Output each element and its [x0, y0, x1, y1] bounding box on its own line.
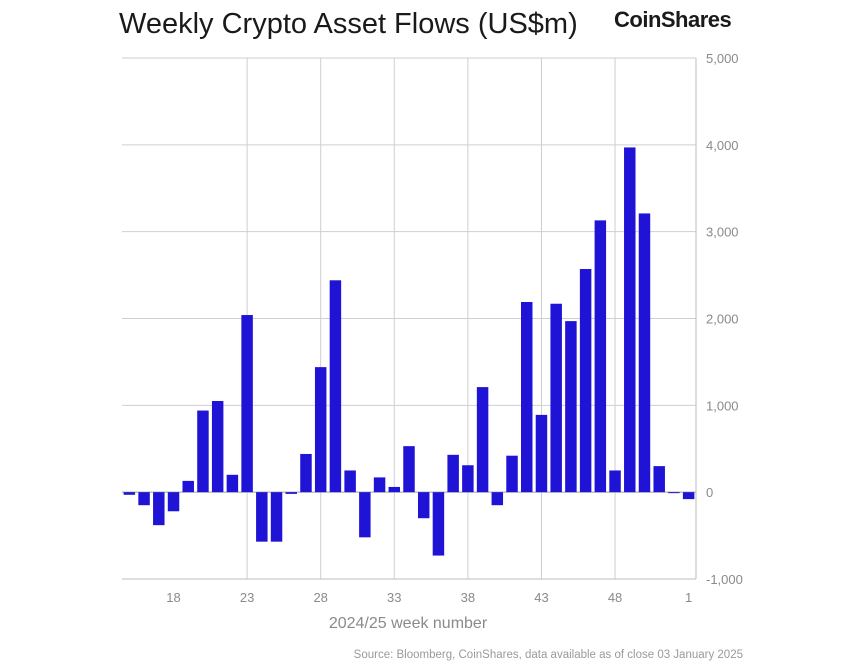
bar-week-15: [123, 492, 136, 495]
bar-week-50: [638, 213, 651, 493]
bar-week-16: [138, 492, 150, 506]
brand-logo: CoinShares: [614, 7, 732, 32]
x-tick-label: 38: [461, 590, 475, 605]
bar-week-24: [256, 492, 268, 542]
y-tick-label: 3,000: [706, 225, 739, 240]
bar-week-44: [550, 303, 562, 493]
bar-week-49: [624, 147, 636, 493]
y-tick-label: 1,000: [706, 398, 739, 413]
bar-week-42: [521, 302, 533, 493]
y-tick-label: -1,000: [706, 572, 743, 587]
source-note: Source: Bloomberg, CoinShares, data avai…: [353, 649, 743, 661]
bar-week-26: [285, 492, 297, 494]
y-tick-label: 5,000: [706, 51, 739, 66]
x-tick-label: 1: [685, 590, 692, 605]
bar-week-43: [535, 414, 548, 493]
bar-week-32: [373, 477, 386, 493]
x-tick-label: 28: [313, 590, 327, 605]
bar-week-52: [668, 492, 680, 494]
bar-week-51: [653, 466, 665, 493]
bar-week-20: [197, 410, 209, 493]
bar-week-19: [182, 480, 194, 493]
bar-week-33: [388, 486, 401, 493]
bar-week-41: [506, 455, 518, 493]
bar-week-48: [609, 470, 621, 493]
y-tick-label: 4,000: [706, 138, 739, 153]
bar-week-23: [241, 315, 253, 493]
x-tick-label: 48: [608, 590, 622, 605]
x-tick-label: 43: [534, 590, 548, 605]
bar-week-40: [491, 492, 504, 506]
grid-lines: [122, 57, 696, 580]
bar-week-18: [167, 492, 180, 512]
bar-week-35: [417, 492, 430, 519]
bar-week-17: [153, 492, 165, 526]
bar-week-38: [462, 465, 474, 493]
x-axis-label: 2024/25 week number: [329, 615, 488, 632]
x-tick-label: 23: [240, 590, 254, 605]
bar-week-46: [579, 269, 592, 493]
bar-week-21: [211, 400, 224, 493]
bars: [123, 147, 695, 556]
y-tick-label: 0: [706, 485, 713, 500]
bar-week-39: [476, 387, 489, 493]
bar-week-37: [447, 454, 459, 493]
bar-week-47: [594, 220, 607, 493]
chart-title: Weekly Crypto Asset Flows (US$m): [119, 8, 578, 40]
bar-week-34: [403, 446, 415, 493]
bar-week-36: [432, 492, 445, 556]
bar-week-1: [682, 492, 695, 500]
bar-week-25: [270, 492, 283, 542]
bar-week-30: [344, 470, 356, 493]
axes: -1,000 0 1,000 2,000 3,000 4,000 5,000 18 23 28 33…: [122, 51, 743, 605]
bar-week-22: [226, 474, 239, 493]
y-tick-label: 2,000: [706, 312, 739, 327]
bar-week-28: [314, 367, 327, 493]
x-tick-label: 33: [387, 590, 401, 605]
x-tick-label: 18: [166, 590, 180, 605]
bar-week-45: [565, 321, 577, 493]
bar-week-27: [300, 453, 312, 493]
bar-week-29: [329, 280, 342, 493]
bar-week-31: [359, 492, 371, 538]
